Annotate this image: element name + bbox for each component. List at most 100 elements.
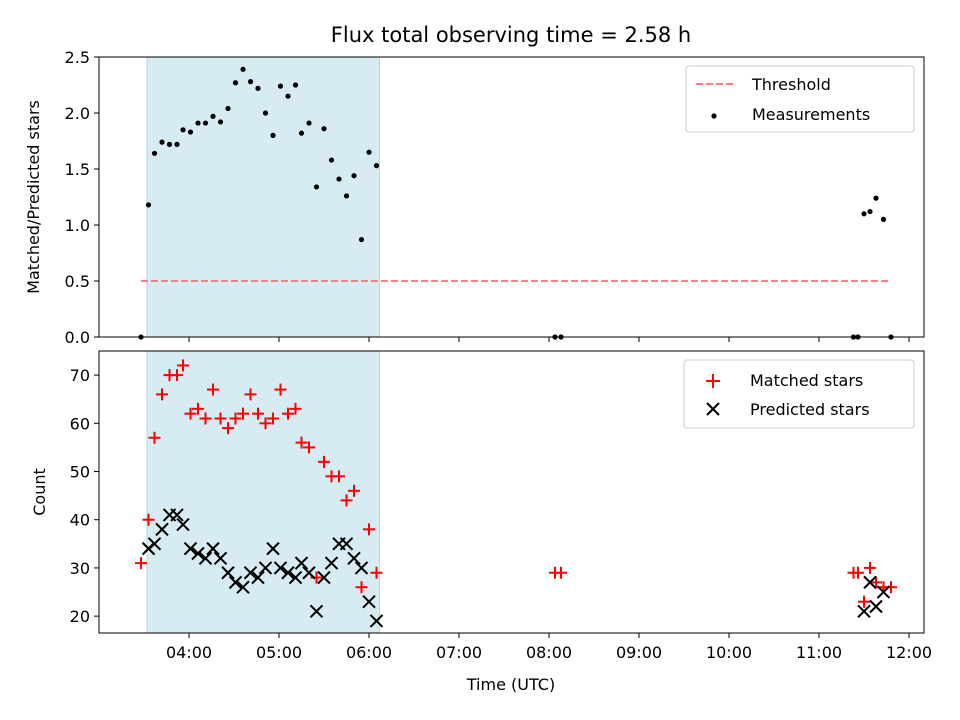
x-tick-label: 12:00 <box>886 643 932 662</box>
bottom-panel: 20 30 40 50 60 70 04:00 05:00 06:00 07:00 08:00 09… <box>30 350 932 694</box>
top-shaded-span <box>146 56 380 338</box>
matched-star-point <box>192 402 204 415</box>
predicted-star-point <box>339 537 354 551</box>
predicted-star-point <box>170 508 184 522</box>
measurement-point <box>373 163 380 169</box>
top-x-ticks <box>188 337 910 342</box>
bottom-legend: Matched stars Predicted stars <box>683 359 915 429</box>
measurement-point <box>202 120 209 126</box>
matched-star-point <box>259 417 272 430</box>
measurement-point <box>187 129 194 135</box>
chart-title: Flux total observing time = 2.58 h <box>331 23 691 47</box>
x-tick-label: 10:00 <box>706 643 752 662</box>
matched-star-point <box>289 402 302 415</box>
predicted-star-point <box>354 561 369 575</box>
measurement-point <box>166 141 173 147</box>
matched-star-point <box>148 431 161 444</box>
bottom-y-tick-label: 40 <box>70 511 90 530</box>
measurement-point <box>217 119 224 125</box>
matched-star-point <box>858 595 870 608</box>
matched-star-points <box>135 359 897 608</box>
predicted-star-point <box>369 614 384 628</box>
matched-star-point <box>274 383 287 396</box>
predicted-star-points <box>141 508 891 628</box>
predicted-star-point <box>183 541 198 556</box>
measurement-point <box>366 149 372 155</box>
predicted-star-point <box>191 546 205 561</box>
measurement-point <box>255 85 261 91</box>
matched-star-point <box>295 436 308 449</box>
matched-star-point <box>303 441 315 454</box>
measurement-point <box>351 173 357 179</box>
measurement-point <box>232 80 239 86</box>
measurement-point <box>861 211 867 217</box>
top-y-tick-label: 1.0 <box>65 216 90 235</box>
top-y-tick-label: 2.5 <box>65 48 90 67</box>
predicted-star-point <box>147 537 162 551</box>
legend-measurements-marker <box>711 113 717 119</box>
matched-star-point <box>852 566 864 579</box>
matched-star-point <box>355 581 368 594</box>
measurement-point <box>873 195 879 201</box>
matched-star-point <box>363 523 375 536</box>
bottom-shaded-span <box>146 350 380 634</box>
matched-star-point <box>135 557 147 570</box>
legend-matched-marker <box>706 374 720 388</box>
measurement-points <box>138 66 894 340</box>
measurement-point <box>225 105 231 112</box>
measurement-point <box>277 83 284 89</box>
matched-star-point <box>252 407 264 420</box>
measurement-point <box>159 139 165 145</box>
matched-star-point <box>348 484 360 497</box>
predicted-star-point <box>347 551 361 565</box>
matched-star-point <box>171 369 183 382</box>
predicted-star-point <box>869 599 883 614</box>
legend-predicted-label: Predicted stars <box>750 400 870 419</box>
predicted-star-point <box>281 566 295 580</box>
predicted-star-point <box>176 517 190 532</box>
measurement-point <box>321 126 327 132</box>
matched-star-point <box>222 422 234 435</box>
top-y-axis-label: Matched/Predicted stars <box>24 100 43 294</box>
top-y-tick-label: 2.0 <box>65 104 90 123</box>
matched-star-point <box>184 407 197 420</box>
bottom-y-tick-label: 50 <box>70 463 90 482</box>
measurement-point <box>313 184 320 190</box>
predicted-star-point <box>302 566 316 580</box>
bottom-y-tick-label: 20 <box>70 607 90 626</box>
predicted-star-point <box>857 604 871 619</box>
predicted-star-point <box>198 551 213 565</box>
bottom-y-ticks: 20 30 40 50 60 70 <box>70 366 99 626</box>
matched-star-point <box>864 561 876 574</box>
x-tick-label: 07:00 <box>436 643 482 662</box>
legend-predicted-marker <box>706 402 720 416</box>
matched-star-point <box>370 566 383 579</box>
bottom-y-axis-label: Count <box>30 468 49 516</box>
matched-star-point <box>267 412 279 425</box>
bottom-y-tick-label: 70 <box>70 366 90 385</box>
predicted-star-point <box>317 570 331 585</box>
predicted-star-point <box>863 575 877 590</box>
predicted-star-point <box>273 561 288 575</box>
measurement-point <box>270 132 276 138</box>
matched-star-point <box>244 388 257 401</box>
matched-star-point <box>870 576 882 589</box>
predicted-star-point <box>309 604 324 619</box>
matched-star-point <box>207 383 219 396</box>
predicted-star-point <box>228 575 243 590</box>
measurement-point <box>262 110 269 116</box>
legend-matched-label: Matched stars <box>750 371 863 390</box>
matched-star-point <box>214 412 227 425</box>
measurement-point <box>151 150 158 156</box>
measurement-point <box>336 176 342 182</box>
top-y-ticks: 0.0 0.5 1.0 1.5 2.0 2.5 <box>65 48 99 347</box>
top-y-tick-label: 0.5 <box>65 272 90 291</box>
predicted-star-point <box>362 594 376 609</box>
predicted-star-point <box>206 541 220 556</box>
measurement-point <box>174 141 180 147</box>
matched-star-point <box>199 412 212 425</box>
bottom-x-ticks: 04:00 05:00 06:00 07:00 08:00 09:00 10:00 11:00… <box>166 633 932 662</box>
measurement-point <box>285 93 291 99</box>
matched-star-point <box>555 566 567 579</box>
